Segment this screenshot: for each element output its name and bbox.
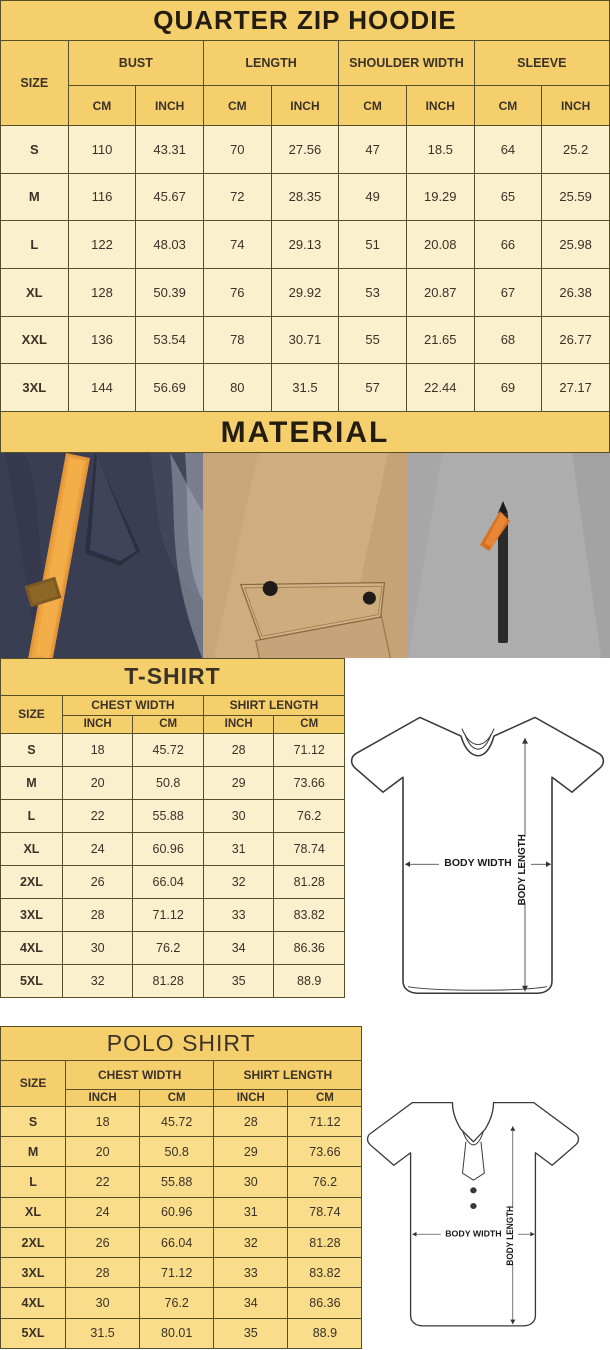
svg-text:BODY LENGTH: BODY LENGTH	[517, 834, 528, 905]
svg-text:BODY WIDTH: BODY WIDTH	[444, 858, 511, 869]
svg-text:BODY WIDTH: BODY WIDTH	[446, 1229, 502, 1239]
svg-text:BODY LENGTH: BODY LENGTH	[505, 1206, 515, 1266]
